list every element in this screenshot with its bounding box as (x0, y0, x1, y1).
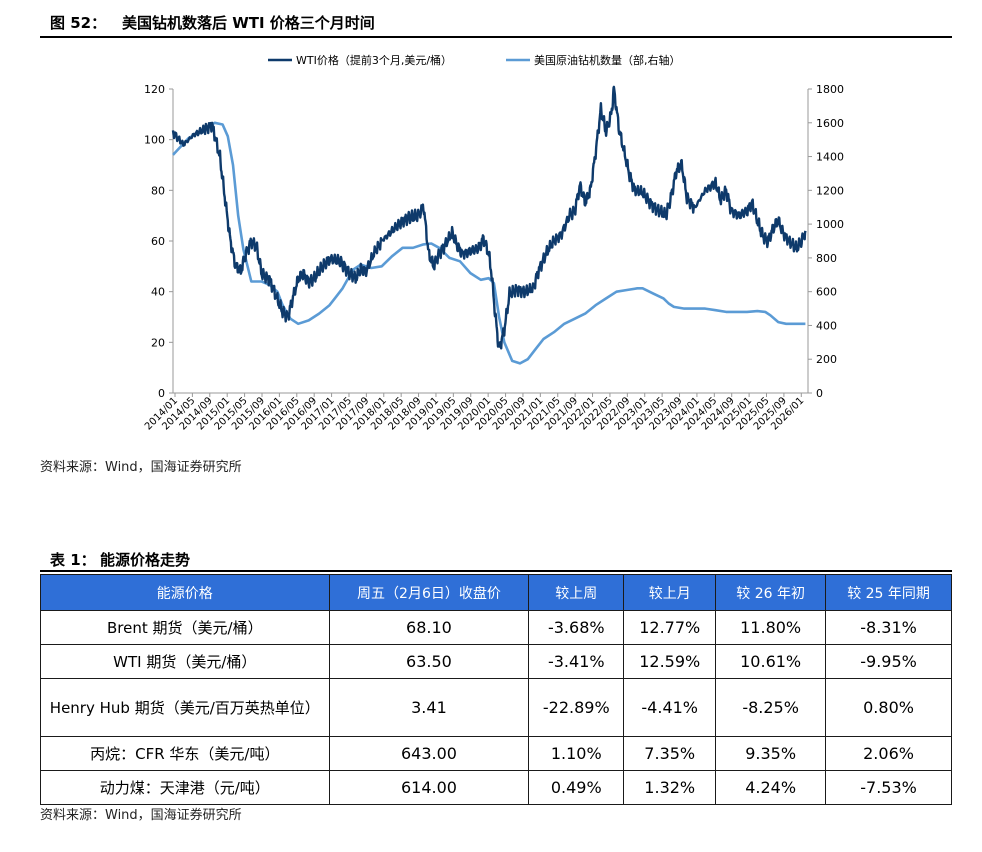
left-tick-label: 0 (158, 387, 165, 400)
figure-source: 资料来源：Wind，国海证券研究所 (40, 460, 242, 475)
figure-title: 美国钻机数落后 WTI 价格三个月时间 (122, 14, 375, 32)
monthly-change-cell: 12.59% (623, 644, 717, 679)
row-name: 动力煤：天津港（元/吨） (40, 770, 330, 805)
weekly-change-cell: 0.49% (528, 770, 625, 805)
close-price-cell: 3.41 (328, 678, 530, 737)
ytd-change-cell: -8.25% (715, 678, 827, 737)
row-name: 丙烷：CFR 华东（美元/吨） (40, 736, 330, 771)
left-tick-label: 40 (151, 286, 165, 299)
right-tick-label: 600 (816, 286, 837, 299)
right-tick-label: 800 (816, 252, 837, 265)
left-tick-label: 80 (151, 184, 165, 197)
row-name: Brent 期货（美元/桶） (40, 610, 330, 645)
table-row: Henry Hub 期货（美元/百万英热单位） 3.41 -22.89% -4.… (40, 678, 952, 737)
weekly-change-cell: 1.10% (528, 736, 625, 771)
yoy-change-cell: -9.95% (825, 644, 952, 679)
row-name: WTI 期货（美元/桶） (40, 644, 330, 679)
monthly-change-cell: 1.32% (623, 770, 717, 805)
monthly-change-cell: -4.41% (623, 678, 717, 737)
yoy-change-cell: 0.80% (825, 678, 952, 737)
table-title: 能源价格走势 (100, 551, 191, 569)
monthly-change-cell: 12.77% (623, 610, 717, 645)
figure-title-bar: 图 52： 美国钻机数落后 WTI 价格三个月时间 (40, 8, 952, 38)
yoy-change-cell: -7.53% (825, 770, 952, 805)
table-title-bar: 表 1： 能源价格走势 (40, 546, 952, 572)
header-energy-price: 能源价格 (40, 574, 330, 611)
close-price-cell: 614.00 (328, 770, 530, 805)
right-tick-label: 1600 (816, 117, 844, 130)
table-label: 表 1： (50, 551, 96, 569)
right-tick-label: 1800 (816, 83, 844, 96)
yoy-change-cell: -8.31% (825, 610, 952, 645)
right-tick-label: 1200 (816, 184, 844, 197)
legend-label-wti: WTI价格（提前3个月,美元/桶） (296, 53, 452, 67)
table-source: 资料来源：Wind，国海证券研究所 (40, 808, 242, 823)
left-tick-label: 20 (151, 336, 165, 349)
ytd-change-cell: 9.35% (715, 736, 827, 771)
header-vs-year-start: 较 26 年初 (715, 574, 827, 611)
table-row: 丙烷：CFR 华东（美元/吨） 643.00 1.10% 7.35% 9.35%… (40, 736, 952, 771)
header-close-price: 周五（2月6日）收盘价 (328, 574, 530, 611)
header-vs-last-month: 较上月 (623, 574, 717, 611)
table-row: Brent 期货（美元/桶） 68.10 -3.68% 12.77% 11.80… (40, 610, 952, 645)
weekly-change-cell: -3.41% (528, 644, 625, 679)
ytd-change-cell: 4.24% (715, 770, 827, 805)
table-row: 动力煤：天津港（元/吨） 614.00 0.49% 1.32% 4.24% -7… (40, 770, 952, 805)
rig-count-series-line (172, 121, 806, 365)
right-tick-label: 1000 (816, 218, 844, 231)
left-tick-label: 60 (151, 235, 165, 248)
legend-label-rig-count: 美国原油钻机数量（部,右轴） (534, 53, 681, 67)
header-vs-last-year: 较 25 年同期 (825, 574, 952, 611)
close-price-cell: 63.50 (328, 644, 530, 679)
right-tick-label: 0 (816, 387, 823, 400)
yoy-change-cell: 2.06% (825, 736, 952, 771)
row-name: Henry Hub 期货（美元/百万英热单位） (40, 678, 330, 737)
table-row: WTI 期货（美元/桶） 63.50 -3.41% 12.59% 10.61% … (40, 644, 952, 679)
figure-label: 图 52： (50, 14, 107, 32)
close-price-cell: 643.00 (328, 736, 530, 771)
right-tick-label: 200 (816, 353, 837, 366)
table-header-row: 能源价格 周五（2月6日）收盘价 较上周 较上月 较 26 年初 较 25 年同… (40, 574, 952, 611)
close-price-cell: 68.10 (328, 610, 530, 645)
right-tick-label: 400 (816, 319, 837, 332)
left-tick-label: 100 (144, 134, 165, 147)
left-tick-label: 120 (144, 83, 165, 96)
weekly-change-cell: -22.89% (528, 678, 625, 737)
weekly-change-cell: -3.68% (528, 610, 625, 645)
right-tick-label: 1400 (816, 151, 844, 164)
rig-count-vs-wti-chart: 0204060801001200200400600800100012001400… (143, 53, 844, 432)
ytd-change-cell: 10.61% (715, 644, 827, 679)
header-vs-last-week: 较上周 (528, 574, 625, 611)
ytd-change-cell: 11.80% (715, 610, 827, 645)
wti-price-series-line (171, 85, 807, 350)
energy-price-table: 能源价格 周五（2月6日）收盘价 较上周 较上月 较 26 年初 较 25 年同… (40, 574, 952, 805)
monthly-change-cell: 7.35% (623, 736, 717, 771)
